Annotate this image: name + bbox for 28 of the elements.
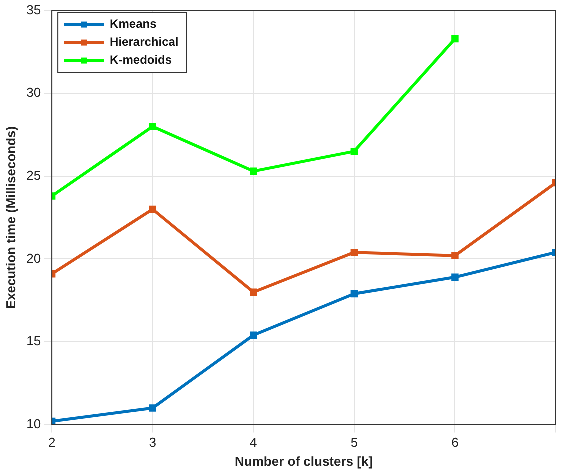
y-tick-label: 10 [26,416,42,432]
point [452,252,459,260]
point [149,123,156,130]
point [149,404,156,412]
point [350,148,358,156]
y-tick-label: 25 [26,168,42,183]
x-tick-label: 6 [452,435,459,450]
legend-label: Hierarchical [110,35,179,50]
x-tick-label: 3 [149,435,156,450]
legend-label: Kmeans [110,17,158,32]
point [250,332,258,339]
point [250,288,258,296]
y-axis-title: Execution time (Milliseconds) [3,126,18,310]
x-tick-label: 5 [350,435,358,450]
point [149,206,156,214]
y-tick-label: 30 [26,85,42,100]
legend-label: K-medoids [110,53,172,68]
x-tick-label: 2 [48,435,56,450]
point [452,274,459,282]
y-tick-label: 15 [26,334,42,349]
y-tick-label: 20 [26,250,42,266]
point [250,168,258,176]
y-tick-label: 35 [26,2,42,18]
point [452,35,459,43]
point [350,248,358,256]
point [350,290,358,298]
x-tick-label: 4 [250,435,258,450]
x-axis-title: Number of clusters [k] [235,454,374,469]
